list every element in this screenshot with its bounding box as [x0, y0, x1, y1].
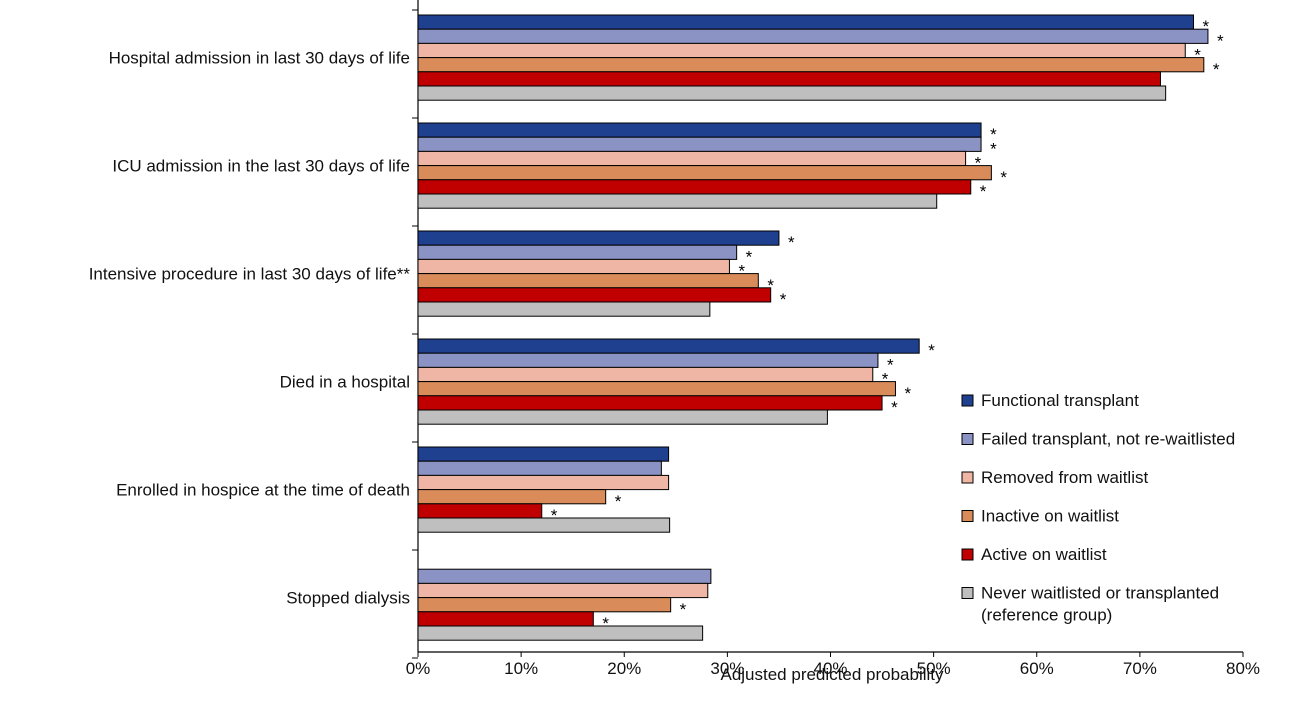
- legend-label: Functional transplant: [981, 391, 1139, 410]
- significance-mark: *: [975, 154, 982, 173]
- bar: [417, 244, 738, 260]
- category-label: Hospital admission in last 30 days of li…: [109, 49, 410, 68]
- bar: [417, 611, 594, 627]
- legend-swatch: [961, 471, 974, 484]
- significance-mark: *: [615, 492, 622, 511]
- bars-group: [417, 14, 1209, 641]
- significance-mark: *: [746, 247, 753, 266]
- significance-mark: *: [990, 125, 997, 144]
- significance-mark: *: [1213, 60, 1220, 79]
- category-label: ICU admission in the last 30 days of lif…: [112, 157, 410, 176]
- legend-label: Never waitlisted or transplanted (referen…: [981, 584, 1219, 625]
- x-axis-title: Adjusted predicted probability: [720, 665, 944, 684]
- bar: [417, 381, 896, 397]
- category-label: Died in a hospital: [280, 373, 410, 392]
- bar: [417, 460, 662, 476]
- bar: [417, 503, 543, 519]
- significance-mark: *: [1194, 46, 1201, 65]
- x-tick-label: 80%: [1226, 659, 1260, 678]
- bar: [417, 165, 992, 181]
- significance-mark: *: [780, 290, 787, 309]
- significance-mark: *: [1203, 17, 1210, 36]
- bar: [417, 489, 607, 505]
- significance-mark: *: [904, 384, 911, 403]
- category-label: Intensive procedure in last 30 days of l…: [89, 265, 411, 284]
- legend-swatch: [961, 394, 974, 407]
- bar: [417, 517, 671, 533]
- bar: [417, 258, 730, 275]
- x-tick-label: 10%: [504, 659, 538, 678]
- x-tick-label: 20%: [607, 659, 641, 678]
- bar: [417, 474, 670, 491]
- bar: [417, 338, 920, 354]
- bar: [417, 395, 883, 411]
- significance-mark: *: [887, 355, 894, 374]
- legend-label: Active on waitlist: [981, 545, 1107, 564]
- significance-mark: *: [602, 614, 609, 633]
- legend-label: Removed from waitlist: [981, 468, 1148, 487]
- significance-mark: *: [551, 506, 558, 525]
- x-tick-label: 60%: [1020, 659, 1054, 678]
- significance-mark: *: [1217, 31, 1224, 50]
- x-axis-ticks-group: 0% 10% 20% 30% 40% 50% 60% 70% 80%: [406, 652, 1260, 678]
- legend-swatch: [961, 510, 974, 522]
- category-labels-group: Hospital admission in last 30 days of li…: [89, 49, 411, 608]
- legend-swatch: [961, 548, 974, 561]
- significance-marks-group: ***********************: [551, 17, 1224, 633]
- bar: [417, 42, 1186, 59]
- bar: [417, 193, 938, 209]
- legend-label: Inactive on waitlist: [981, 507, 1119, 526]
- bar: [417, 179, 972, 195]
- legend: Functional transplant Failed transplant, …: [961, 391, 1235, 625]
- bar: [417, 150, 967, 167]
- x-tick-label: 70%: [1123, 659, 1157, 678]
- bar: [417, 230, 780, 246]
- bar: [417, 568, 712, 584]
- bar: [417, 28, 1209, 44]
- legend-swatch: [961, 433, 974, 445]
- x-tick-label: 50%: [917, 659, 951, 678]
- bar: [417, 71, 1161, 87]
- x-tick-label: 40%: [813, 659, 847, 678]
- bar: [417, 352, 879, 368]
- bar: [417, 582, 709, 599]
- significance-mark: *: [767, 276, 774, 295]
- category-label: Stopped dialysis: [286, 589, 410, 608]
- legend-swatch: [961, 587, 974, 599]
- bar: [417, 597, 672, 613]
- bar: [417, 301, 711, 317]
- bar: [417, 409, 828, 425]
- significance-mark: *: [788, 233, 795, 252]
- significance-mark: *: [990, 139, 997, 158]
- significance-mark: *: [738, 262, 745, 281]
- bar: [417, 57, 1205, 73]
- significance-mark: *: [680, 600, 687, 619]
- bar: [417, 136, 982, 152]
- bar: [417, 85, 1167, 101]
- bar: [417, 366, 874, 383]
- bar: [417, 287, 772, 303]
- bar: [417, 446, 670, 462]
- legend-label: Failed transplant, not re-waitlisted: [981, 430, 1235, 449]
- bar: [417, 122, 982, 138]
- significance-mark: *: [1000, 168, 1007, 187]
- bar: [417, 273, 759, 289]
- x-tick-label: 30%: [710, 659, 744, 678]
- significance-mark: *: [882, 370, 889, 389]
- category-label: Enrolled in hospice at the time of death: [116, 481, 410, 500]
- x-tick-label: 0%: [406, 659, 431, 678]
- significance-mark: *: [980, 182, 987, 201]
- significance-mark: *: [891, 398, 898, 417]
- bar: [417, 625, 704, 641]
- bar: [417, 14, 1194, 30]
- significance-mark: *: [928, 341, 935, 360]
